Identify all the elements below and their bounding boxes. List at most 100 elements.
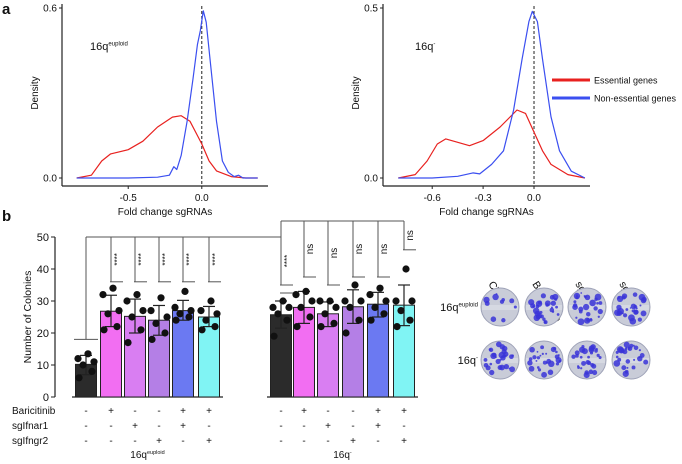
colony [589,318,593,322]
colony [632,292,638,297]
colony [540,345,545,350]
colony [558,359,562,363]
colony [573,292,581,300]
condition-sign: + [350,436,356,447]
colony-plate [524,340,564,380]
colony [633,304,638,309]
data-point [198,326,206,334]
row-label: 16qeuploid [440,302,478,314]
colony [536,350,539,353]
data-point [172,316,180,324]
data-point [202,316,210,324]
colony [629,317,637,325]
colony [542,317,546,321]
colony [588,345,595,352]
colony [596,301,599,305]
y-tick-label: 0.0 [364,174,378,185]
group-label-base: 16q [333,450,350,461]
condition-sign: + [180,406,186,417]
data-point [185,313,193,321]
colony [532,355,537,360]
data-point [346,303,354,311]
colony [483,296,490,304]
colony [598,301,603,305]
panel-label-a: a [2,1,11,18]
x-tick-label: -0.6 [424,193,442,204]
data-point [351,281,359,289]
condition-sign: + [375,406,381,417]
data-point [124,339,132,347]
condition-sign: - [133,436,136,447]
data-point [137,326,145,334]
colony [498,351,505,359]
colony [499,299,505,304]
colony [629,307,632,309]
data-point [285,303,293,311]
data-point [326,297,334,305]
colony [543,320,547,324]
legend-label: Essential genes [594,76,658,86]
data-point [109,284,117,292]
data-point [302,287,310,295]
colony [631,365,636,370]
row-label-superscript: - [476,356,478,362]
condition-sign: - [84,436,87,447]
colony [633,309,639,315]
legend-label: Non-essential genes [594,94,677,104]
colony [535,359,538,362]
colony [509,298,515,304]
colony [593,306,598,311]
colony [483,358,488,362]
data-point [341,297,349,305]
condition-sign: - [84,421,87,432]
data-point [213,310,221,318]
significance-label: **** [137,253,146,265]
colony [585,311,591,317]
data-point [270,332,278,340]
data-point [397,307,405,315]
colony [578,306,584,312]
colony [581,360,587,366]
group-label-superscript: euploid [147,450,165,456]
colony [513,305,517,309]
condition-sign: + [206,436,212,447]
data-point [402,265,410,273]
plate-glare [482,305,518,310]
data-point [181,287,189,295]
group-label: 16q- [333,450,352,461]
plot-annotation: 16qeuploid [90,41,128,53]
condition-sign: - [302,436,305,447]
data-point [84,350,92,358]
colony [555,305,558,309]
colony [581,348,588,355]
colony [508,367,511,370]
colony [639,304,642,307]
data-point [283,316,291,324]
plot-annotation: 16q- [415,41,435,53]
density-curve-essential-genes [76,115,258,179]
colony [577,318,585,326]
data-point [357,297,365,305]
colony [588,369,594,375]
colony [623,313,628,318]
colony [509,366,516,373]
colony [528,357,533,361]
condition-sign: - [157,406,160,417]
y-tick-label: 20 [37,328,49,340]
colony [631,309,635,313]
data-point [148,335,156,343]
x-tick-label: 0.0 [195,193,209,204]
colony [617,307,624,315]
colony [530,303,536,309]
y-tick-label: 10 [37,360,49,372]
data-point [207,297,215,305]
data-point [317,323,325,331]
condition-sign: - [133,406,136,417]
colony [589,351,594,355]
colony [596,353,600,358]
colony [584,294,591,301]
colony [555,362,560,366]
colony [528,365,535,372]
colony [550,306,553,309]
plate-glare [613,358,649,363]
